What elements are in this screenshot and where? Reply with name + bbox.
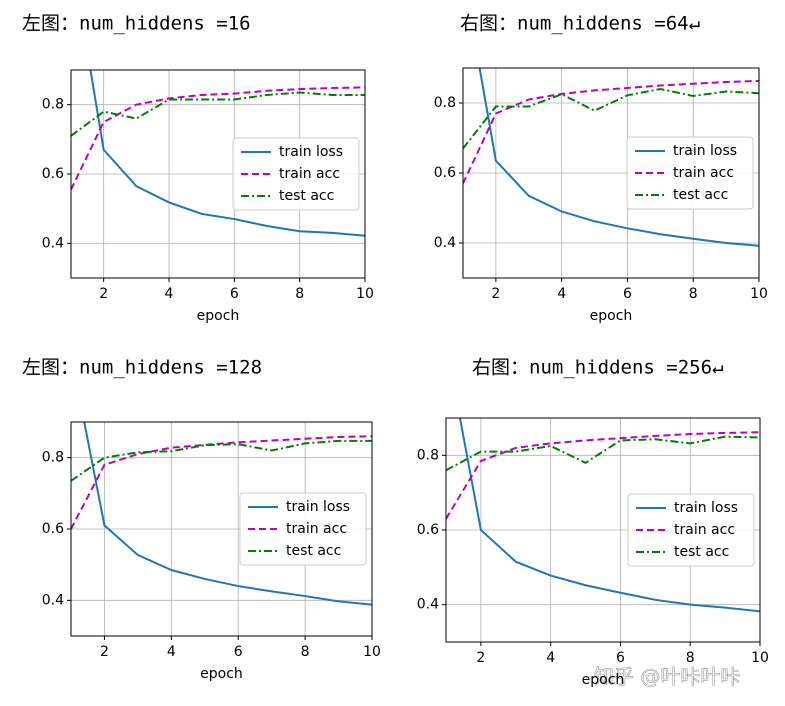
x-tick-label: 10 [356, 286, 374, 302]
x-tick-label: 6 [230, 286, 239, 302]
series-line [71, 439, 372, 482]
x-tick-label: 10 [750, 286, 768, 302]
y-tick-label: 0.4 [42, 592, 64, 608]
series-line [458, 418, 760, 613]
series-line [89, 70, 365, 237]
series-line [446, 431, 760, 520]
legend-box [626, 136, 754, 210]
y-tick-label: 0.6 [42, 521, 64, 537]
x-tick-label: 8 [689, 286, 698, 302]
x-tick-label: 8 [301, 644, 310, 660]
x-axis-label: epoch [197, 308, 240, 324]
x-tick-label: 6 [234, 644, 243, 660]
legend-label: train loss [674, 500, 738, 516]
watermark: 知乎 @叶咔叶咔 [594, 665, 740, 689]
x-tick-label: 10 [751, 650, 769, 666]
plot-frame [70, 421, 373, 637]
y-tick-label: 0.6 [434, 165, 456, 181]
legend-label: train loss [286, 499, 350, 515]
chart-title: 右图：num_hiddens =256↵ [472, 357, 723, 379]
plot-frame [462, 67, 760, 279]
x-tick-label: 2 [99, 286, 108, 302]
y-tick-label: 0.4 [417, 597, 439, 613]
legend-label: test acc [286, 543, 341, 559]
x-tick-label: 2 [491, 286, 500, 302]
legend-label: train acc [674, 522, 735, 538]
series-line [71, 435, 372, 530]
x-axis-label: epoch [590, 308, 633, 324]
legend-label: train acc [286, 521, 347, 537]
x-tick-label: 6 [623, 286, 632, 302]
series-line [71, 86, 365, 191]
x-axis-label: epoch [582, 672, 625, 688]
x-tick-label: 4 [546, 650, 555, 666]
x-tick-label: 4 [167, 644, 176, 660]
y-tick-label: 0.4 [42, 235, 64, 251]
series-line [463, 87, 759, 150]
plot-frame [70, 69, 366, 279]
x-tick-label: 2 [100, 644, 109, 660]
legend-label: train loss [279, 144, 343, 160]
x-tick-label: 4 [557, 286, 566, 302]
legend-label: train acc [673, 165, 734, 181]
y-tick-label: 0.8 [42, 450, 64, 466]
series-line [83, 422, 372, 606]
series-line [478, 68, 759, 247]
y-tick-label: 0.6 [42, 166, 64, 182]
y-tick-label: 0.8 [42, 97, 64, 113]
series-line [71, 91, 365, 137]
chart-title: 左图：num_hiddens =128 [22, 357, 262, 379]
chart: 右图：num_hiddens =64↵ 0.4 0.6 0.8 2 4 6 8 10 epoch t… [434, 13, 768, 325]
x-tick-label: 8 [686, 650, 695, 666]
legend-label: test acc [673, 187, 728, 203]
y-tick-label: 0.8 [434, 95, 456, 111]
legend-label: test acc [279, 188, 334, 204]
legend-box [627, 493, 755, 567]
y-tick-label: 0.6 [417, 522, 439, 538]
legend-label: train loss [673, 143, 737, 159]
legend-box [232, 137, 360, 211]
legend-box [239, 492, 367, 566]
legend-label: test acc [674, 544, 729, 560]
chart-title: 右图：num_hiddens =64↵ [460, 13, 700, 35]
x-axis-label: epoch [200, 666, 243, 682]
y-tick-label: 0.8 [417, 447, 439, 463]
x-tick-label: 8 [295, 286, 304, 302]
chart-title: 左图：num_hiddens =16 [22, 13, 251, 35]
series-line [446, 435, 760, 472]
chart: 左图：num_hiddens =16 0.4 0.6 0.8 2 4 6 8 10 epoch tr… [22, 13, 374, 325]
legend-label: train acc [279, 166, 340, 182]
x-tick-label: 10 [363, 644, 381, 660]
x-tick-label: 4 [165, 286, 174, 302]
x-tick-label: 2 [476, 650, 485, 666]
chart: 左图：num_hiddens =128 0.4 0.6 0.8 2 4 6 8 10 epoch t… [22, 357, 381, 683]
plot-frame [445, 417, 761, 643]
y-tick-label: 0.4 [434, 235, 456, 251]
chart: 右图：num_hiddens =256↵ 0.4 0.6 0.8 2 4 6 8 10 epoch… [417, 357, 769, 689]
x-tick-label: 6 [616, 650, 625, 666]
